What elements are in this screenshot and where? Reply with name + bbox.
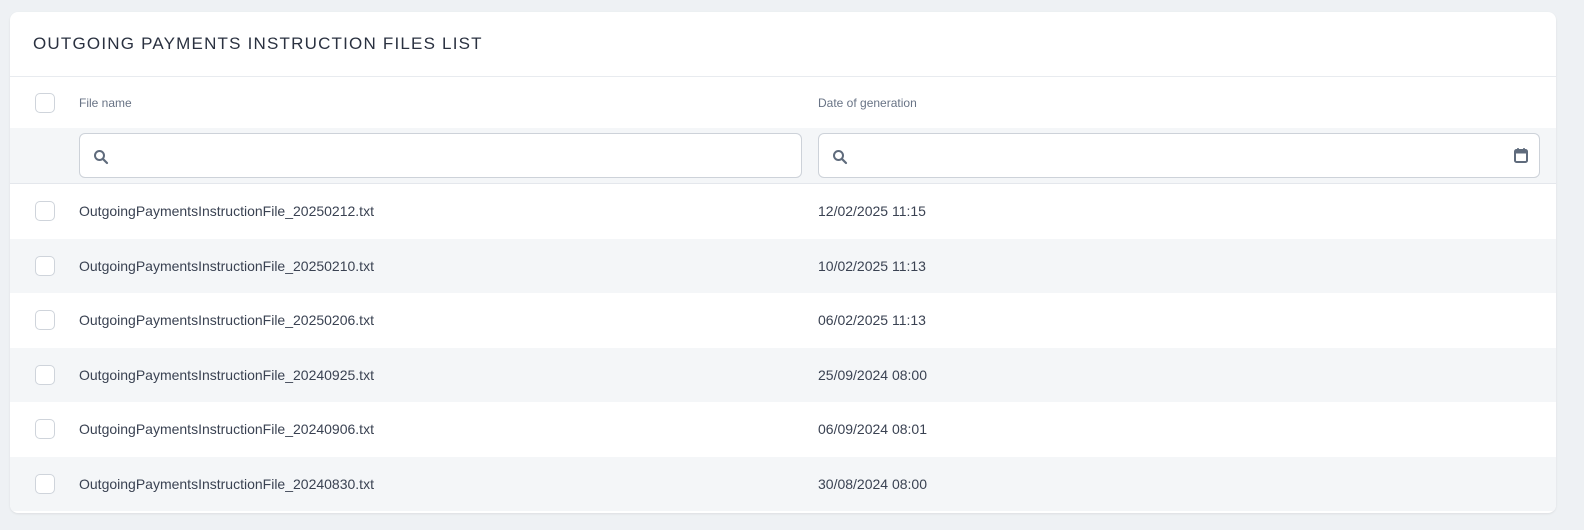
table-row[interactable]: OutgoingPaymentsInstructionFile_20240906… bbox=[10, 402, 1556, 457]
file-name-cell[interactable]: OutgoingPaymentsInstructionFile_20250210… bbox=[79, 257, 374, 274]
select-all-checkbox[interactable] bbox=[35, 92, 55, 113]
table-row[interactable]: OutgoingPaymentsInstructionFile_20240925… bbox=[10, 347, 1556, 402]
column-header-file-name[interactable]: File name bbox=[79, 95, 132, 110]
date-cell: 25/09/2024 08:00 bbox=[818, 366, 927, 383]
column-header-date[interactable]: Date of generation bbox=[818, 95, 917, 110]
date-cell: 12/02/2025 11:15 bbox=[818, 203, 926, 220]
date-filter-input[interactable] bbox=[818, 133, 1540, 178]
date-cell: 06/09/2024 08:01 bbox=[818, 421, 927, 438]
table-row[interactable]: OutgoingPaymentsInstructionFile_20250212… bbox=[10, 184, 1556, 239]
calendar-icon[interactable] bbox=[1513, 147, 1529, 164]
row-checkbox[interactable] bbox=[35, 473, 55, 494]
row-checkbox[interactable] bbox=[35, 364, 55, 385]
search-icon bbox=[94, 150, 109, 165]
row-checkbox[interactable] bbox=[35, 255, 55, 276]
table-row[interactable]: OutgoingPaymentsInstructionFile_20250206… bbox=[10, 293, 1556, 348]
page-title: OUTGOING PAYMENTS INSTRUCTION FILES LIST bbox=[10, 12, 1556, 77]
file-name-cell[interactable]: OutgoingPaymentsInstructionFile_20250212… bbox=[79, 203, 374, 220]
table-row[interactable]: OutgoingPaymentsInstructionFile_20240830… bbox=[10, 456, 1556, 511]
table-body: OutgoingPaymentsInstructionFile_20250212… bbox=[10, 184, 1556, 511]
row-checkbox[interactable] bbox=[35, 201, 55, 222]
file-name-cell[interactable]: OutgoingPaymentsInstructionFile_20240906… bbox=[79, 421, 374, 438]
files-list-card: OUTGOING PAYMENTS INSTRUCTION FILES LIST… bbox=[10, 12, 1556, 513]
row-checkbox[interactable] bbox=[35, 419, 55, 440]
filter-row bbox=[10, 128, 1556, 184]
search-icon bbox=[833, 150, 848, 165]
table-header: File name Date of generation bbox=[10, 77, 1556, 128]
date-cell: 30/08/2024 08:00 bbox=[818, 475, 927, 492]
file-name-cell[interactable]: OutgoingPaymentsInstructionFile_20250206… bbox=[79, 312, 374, 329]
date-cell: 10/02/2025 11:13 bbox=[818, 257, 926, 274]
table-row[interactable]: OutgoingPaymentsInstructionFile_20250210… bbox=[10, 238, 1556, 293]
date-cell: 06/02/2025 11:13 bbox=[818, 312, 926, 329]
file-name-cell[interactable]: OutgoingPaymentsInstructionFile_20240925… bbox=[79, 366, 374, 383]
row-checkbox[interactable] bbox=[35, 310, 55, 331]
file-name-cell[interactable]: OutgoingPaymentsInstructionFile_20240830… bbox=[79, 475, 374, 492]
file-name-filter-input[interactable] bbox=[79, 133, 802, 178]
